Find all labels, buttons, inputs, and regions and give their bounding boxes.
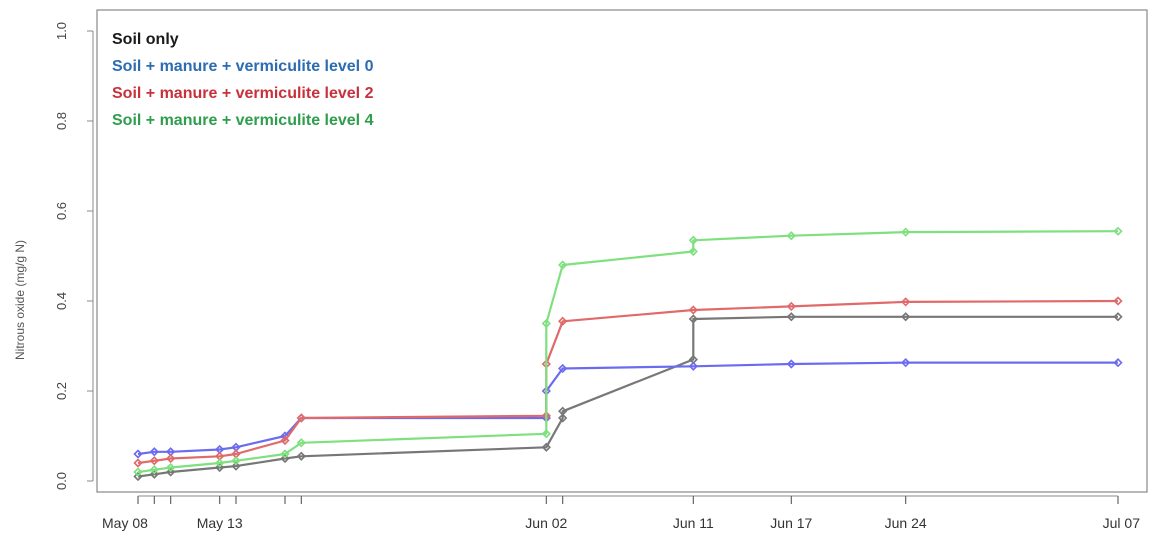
x-tick-label: Jun 17 [770,515,812,531]
data-point [149,465,159,475]
data-point [215,451,225,461]
y-tick-label: 0.6 [54,202,69,220]
series-3 [133,226,1123,477]
x-tick-label: Jun 02 [525,515,567,531]
data-point [541,411,551,421]
series-line [137,230,1119,474]
data-point [901,312,911,322]
y-axis-title: Nitrous oxide (mg/g N) [13,240,27,360]
y-tick-label: 0.4 [54,292,69,310]
x-tick-label: Jul 07 [1103,515,1141,531]
data-point [231,442,241,452]
data-point [231,449,241,459]
data-point [1113,312,1123,322]
legend-entry: Soil + manure + vermiculite level 0 [112,58,374,75]
series-line [137,299,1119,465]
series-line [137,315,1118,478]
legend-entry: Soil only [112,31,179,48]
data-point [296,451,306,461]
data-point [166,453,176,464]
data-point [558,406,568,416]
data-point [541,359,551,369]
y-axis: 0.0 0.2 0.4 0.6 0.8 1.0 [54,22,94,490]
data-point [149,447,159,457]
data-point [901,358,911,368]
y-tick-label: 0.2 [54,382,69,400]
data-point [688,235,698,245]
data-point [688,361,698,371]
x-axis: May 08 May 13 Jun 02 Jun 11 Jun 17 Jun 24 Jul … [102,495,1141,531]
series-2 [133,296,1123,468]
legend-entry: Soil + manure + vermiculite level 4 [112,112,374,129]
data-point [901,297,911,307]
data-point [1113,296,1123,306]
data-point [688,354,698,365]
data-point [688,246,698,257]
data-point [786,359,796,369]
series-1 [133,358,1123,459]
data-point [149,456,159,466]
data-point [786,312,796,322]
data-point [231,456,241,466]
data-point [786,231,796,241]
data-point [541,318,551,329]
data-point [215,444,225,455]
data-point [133,458,143,468]
data-point [901,227,911,237]
data-point [786,301,796,312]
data-point [688,314,698,324]
x-tick-label: May 13 [197,515,243,531]
legend-entry: Soil + manure + vermiculite level 2 [112,85,374,102]
data-point [280,449,290,459]
data-point [541,386,551,396]
data-point [558,316,568,326]
x-tick-label: Jun 11 [673,515,714,531]
data-point [558,260,568,270]
y-tick-label: 0.8 [54,112,69,130]
x-tick-label: May 08 [102,515,148,531]
y-tick-label: 1.0 [54,22,69,40]
data-point [1113,226,1123,236]
y-tick-label: 0.0 [54,472,69,490]
data-point [296,438,306,448]
data-point [133,449,143,459]
data-point [541,429,551,439]
data-point [688,305,698,315]
data-point [558,413,568,423]
data-point [166,447,176,457]
data-point [541,442,551,452]
data-point [296,413,306,423]
data-point [166,462,176,473]
x-tick-label: Jun 24 [885,515,927,531]
legend: Soil only Soil + manure + vermiculite lev… [112,31,374,129]
series-layer [133,226,1123,482]
data-point [280,435,290,446]
data-point [215,458,225,468]
data-point [1113,358,1123,368]
data-point [133,467,143,477]
data-point [558,363,568,374]
plot-frame [96,9,1148,493]
